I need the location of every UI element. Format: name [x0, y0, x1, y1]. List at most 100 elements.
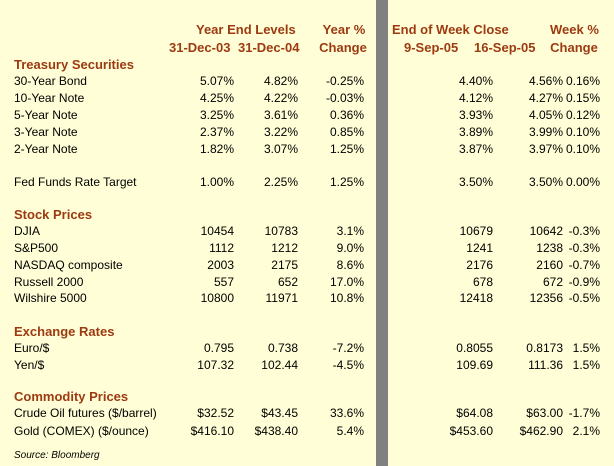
cell-value: 12356	[529, 291, 563, 305]
cell-value: 1241	[466, 241, 493, 255]
source-note: Source: Bloomberg	[14, 450, 100, 461]
header-year-pct: Year %	[322, 22, 366, 37]
cell-value: 1.5%	[572, 358, 600, 372]
table-row: 3-Year Note 2.37% 3.22% 0.85% 3.89% 3.99…	[0, 124, 614, 141]
section-title-exchange-rates: Exchange Rates	[14, 324, 115, 339]
row-label: DJIA	[14, 224, 41, 238]
cell-value: 3.1%	[336, 224, 364, 238]
header-year-change: Change	[319, 40, 367, 55]
row-label: 3-Year Note	[14, 125, 78, 139]
cell-value: 0.8173	[526, 341, 563, 355]
header-end-of-week-close: End of Week Close	[392, 22, 509, 37]
table-row: 30-Year Bond 5.07% 4.82% -0.25% 4.40% 4.…	[0, 73, 614, 90]
cell-value: 2.1%	[572, 424, 600, 438]
cell-value: 0.10%	[565, 142, 600, 156]
row-label: Russell 2000	[14, 275, 84, 289]
cell-value: 2160	[536, 258, 563, 272]
cell-value: 11971	[265, 291, 298, 305]
cell-value: 8.6%	[336, 258, 364, 272]
table-row: DJIA 10454 10783 3.1% 10679 10642 -0.3%	[0, 223, 614, 240]
cell-value: -0.3%	[568, 224, 600, 238]
table-row: 2-Year Note 1.82% 3.07% 1.25% 3.87% 3.97…	[0, 141, 614, 158]
cell-value: 3.99%	[528, 125, 563, 139]
section-title-stock-prices: Stock Prices	[14, 207, 93, 222]
cell-value: 2176	[466, 258, 493, 272]
cell-value: 4.40%	[458, 74, 493, 88]
cell-value: 3.97%	[528, 142, 563, 156]
header-date-31-dec-04: 31-Dec-04	[238, 40, 300, 55]
cell-value: $438.40	[254, 424, 298, 438]
section-title-treasury: Treasury Securities	[14, 57, 134, 72]
cell-value: 0.8055	[456, 341, 493, 355]
cell-value: 9.0%	[336, 241, 364, 255]
cell-value: 1238	[536, 241, 563, 255]
cell-value: -7.2%	[332, 341, 364, 355]
cell-value: 12418	[459, 291, 493, 305]
row-label: Wilshire 5000	[14, 291, 87, 305]
cell-value: 102.44	[261, 358, 298, 372]
cell-value: 4.25%	[199, 91, 234, 105]
cell-value: 4.82%	[263, 74, 298, 88]
cell-value: -0.7%	[568, 258, 600, 272]
column-divider	[376, 0, 388, 466]
header-week-change: Change	[550, 40, 598, 55]
cell-value: -0.5%	[568, 291, 600, 305]
cell-value: -0.3%	[568, 241, 600, 255]
cell-value: 3.61%	[263, 108, 298, 122]
cell-value: 1.82%	[199, 142, 234, 156]
header-date-31-dec-03: 31-Dec-03	[169, 40, 231, 55]
row-label: 2-Year Note	[14, 142, 78, 156]
cell-value: 0.795	[203, 341, 234, 355]
cell-value: 1.25%	[329, 142, 364, 156]
cell-value: 10642	[529, 224, 563, 238]
cell-value: 107.32	[197, 358, 234, 372]
cell-value: -4.5%	[332, 358, 364, 372]
row-label: NASDAQ composite	[14, 258, 123, 272]
cell-value: 4.12%	[458, 91, 493, 105]
cell-value: 2175	[271, 258, 298, 272]
cell-value: $416.10	[190, 424, 234, 438]
table-row: Fed Funds Rate Target 1.00% 2.25% 1.25% …	[0, 174, 614, 191]
cell-value: $453.60	[449, 424, 493, 438]
cell-value: 0.738	[267, 341, 298, 355]
row-label: Euro/$	[14, 341, 50, 355]
cell-value: -1.7%	[568, 406, 600, 420]
cell-value: 2003	[207, 258, 234, 272]
table-row: Wilshire 5000 10800 11971 10.8% 12418 12…	[0, 290, 614, 307]
cell-value: 5.07%	[199, 74, 234, 88]
cell-value: 10783	[264, 224, 298, 238]
row-label: Gold (COMEX) ($/ounce)	[14, 424, 149, 438]
row-label: S&P500	[14, 241, 59, 255]
cell-value: $462.90	[519, 424, 563, 438]
cell-value: $64.08	[456, 406, 493, 420]
header-week-pct: Week %	[550, 22, 599, 37]
header-date-9-sep-05: 9-Sep-05	[404, 40, 459, 55]
cell-value: 4.56%	[528, 74, 563, 88]
cell-value: 3.07%	[263, 142, 298, 156]
cell-value: 1212	[271, 241, 298, 255]
table-row: Russell 2000 557 652 17.0% 678 672 -0.9%	[0, 274, 614, 291]
cell-value: 0.85%	[329, 125, 364, 139]
cell-value: -0.9%	[568, 275, 600, 289]
cell-value: 1.5%	[572, 341, 600, 355]
table-row: NASDAQ composite 2003 2175 8.6% 2176 216…	[0, 257, 614, 274]
cell-value: 1112	[209, 241, 234, 255]
cell-value: 3.50%	[458, 175, 493, 189]
cell-value: 3.93%	[458, 108, 493, 122]
table-row: S&P500 1112 1212 9.0% 1241 1238 -0.3%	[0, 240, 614, 257]
cell-value: -0.03%	[325, 91, 364, 105]
header-date-16-sep-05: 16-Sep-05	[474, 40, 536, 55]
cell-value: $63.00	[526, 406, 563, 420]
row-label: Yen/$	[14, 358, 45, 372]
cell-value: 5.4%	[336, 424, 364, 438]
cell-value: 0.00%	[565, 175, 600, 189]
cell-value: 0.10%	[565, 125, 600, 139]
row-label: Crude Oil futures ($/barrel)	[14, 406, 157, 420]
cell-value: 10454	[200, 224, 234, 238]
cell-value: 0.15%	[565, 91, 600, 105]
cell-value: 672	[542, 275, 563, 289]
header-year-end-levels: Year End Levels	[196, 22, 296, 37]
cell-value: 10.8%	[329, 291, 364, 305]
cell-value: 557	[213, 275, 234, 289]
